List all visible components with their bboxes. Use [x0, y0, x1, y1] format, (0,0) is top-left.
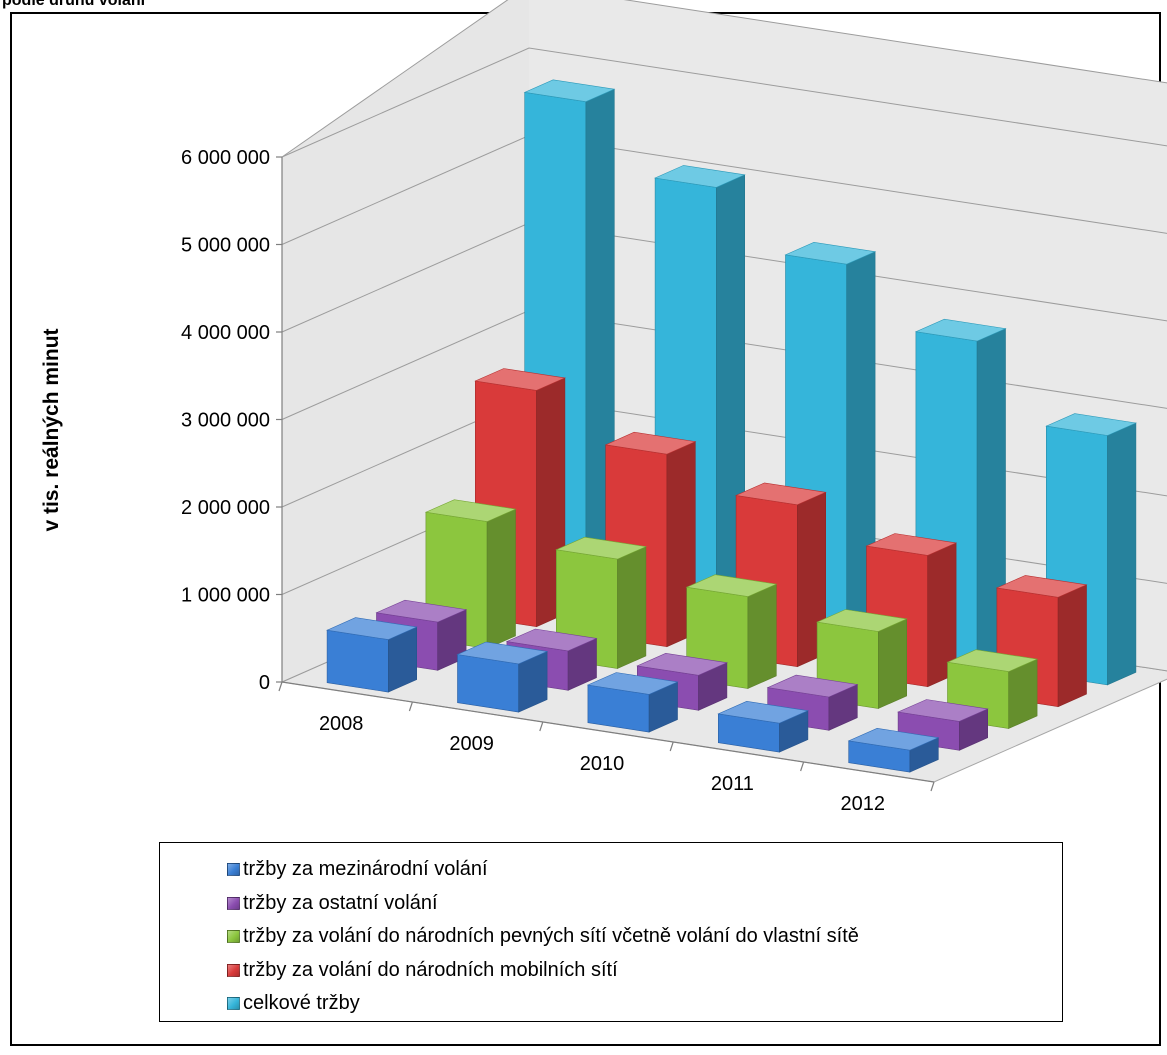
bar-top-face [636, 652, 728, 676]
x-tick-label: 2010 [580, 753, 625, 775]
chart-ticks: 0 1 000 000 2 000 000 3 000 000 4 000 000 5 0… [40, 147, 935, 815]
bar [1045, 413, 1137, 686]
legend-item: tržby za volání do národních pevných sít… [227, 920, 1062, 954]
legend-swatch [227, 863, 240, 877]
bar-top-face [816, 609, 908, 632]
bar-top-face [717, 700, 809, 724]
bar-top-face [847, 727, 940, 751]
bar-top-face [505, 628, 598, 652]
bar-front-face [457, 654, 520, 713]
y-tick-label: 5 000 000 [181, 235, 270, 257]
bar [914, 318, 1007, 666]
side-wall-top-edge [281, 0, 509, 158]
page-header-label: podle druhu volání [2, 0, 146, 9]
bar [946, 649, 1039, 729]
bar-side-face [617, 546, 647, 669]
y-tick-label: 6 000 000 [181, 147, 270, 169]
bar-top-face [946, 649, 1039, 672]
bar-top-face [735, 482, 827, 506]
y-tick-label: 0 [259, 672, 270, 694]
x-tick-mark [800, 761, 805, 772]
x-tick-mark [408, 701, 413, 712]
x-tick-mark [669, 741, 674, 752]
bar-top-face [586, 672, 679, 695]
bar-side-face [486, 508, 516, 649]
bar-side-face [1057, 584, 1087, 708]
y-axis-title: v tis. reálných minut [40, 328, 63, 531]
legend-swatch [227, 997, 240, 1011]
bar-top-face [766, 674, 859, 698]
bar [586, 672, 679, 733]
bar [847, 727, 940, 773]
back-wall-top-edge [623, 0, 1167, 84]
bar-top-face [995, 575, 1088, 598]
bar-top-face [326, 617, 418, 640]
legend-item: tržby za volání do národních mobilních s… [227, 954, 1062, 988]
legend-swatch [227, 896, 240, 910]
bar-top-face [523, 79, 616, 103]
x-axis-line [281, 681, 935, 783]
legend: tržby za mezinárodní volání tržby za osta… [159, 842, 1063, 1022]
bar-top-face [1045, 413, 1137, 436]
x-tick-label: 2009 [449, 733, 494, 755]
y-tick-label: 3 000 000 [181, 410, 270, 432]
legend-swatch [227, 963, 240, 977]
bar [456, 641, 549, 713]
bar-top-face [897, 699, 989, 722]
x-tick-label: 2011 [711, 773, 754, 795]
x-tick-mark [278, 681, 283, 692]
y-tick-label: 2 000 000 [181, 497, 270, 519]
x-tick-label: 2012 [841, 793, 886, 815]
legend-label: tržby za ostatní volání [243, 891, 438, 914]
bar-top-face [685, 574, 778, 597]
bar-side-face [747, 583, 777, 689]
bar-top-face [654, 165, 746, 188]
legend-item: celkové tržby [227, 987, 1062, 1021]
y-tick-label: 1 000 000 [181, 585, 270, 607]
chart-bars [326, 79, 1137, 773]
bar-top-face [865, 533, 958, 556]
bar-top-face [555, 536, 647, 560]
x-tick-mark [930, 781, 935, 792]
legend-item: tržby za ostatní volání [227, 887, 1062, 921]
bar-side-face [1107, 422, 1137, 686]
legend-label: celkové tržby [243, 992, 360, 1015]
legend-label: tržby za volání do národních pevných sít… [243, 925, 859, 948]
bar-top-face [914, 318, 1007, 342]
x-tick-mark [539, 721, 544, 732]
legend-label: tržby za volání do národních mobilních s… [243, 958, 618, 981]
gridline [281, 47, 1167, 158]
bar-top-face [474, 368, 566, 391]
legend-item: tržby za mezinárodní volání [227, 853, 1062, 887]
legend-swatch [227, 930, 240, 944]
bar-front-face [326, 629, 389, 693]
bar-top-face [456, 641, 549, 665]
bar-top-face [424, 499, 517, 522]
bar-top-face [604, 431, 697, 455]
bar-side-face [877, 618, 908, 709]
bar-top-face [784, 241, 877, 265]
x-tick-label: 2008 [319, 713, 364, 735]
y-tick-label: 4 000 000 [181, 322, 270, 344]
bar [326, 617, 418, 693]
legend-label: tržby za mezinárodní volání [243, 858, 488, 881]
bar-top-face [375, 599, 468, 623]
bar [717, 700, 809, 753]
